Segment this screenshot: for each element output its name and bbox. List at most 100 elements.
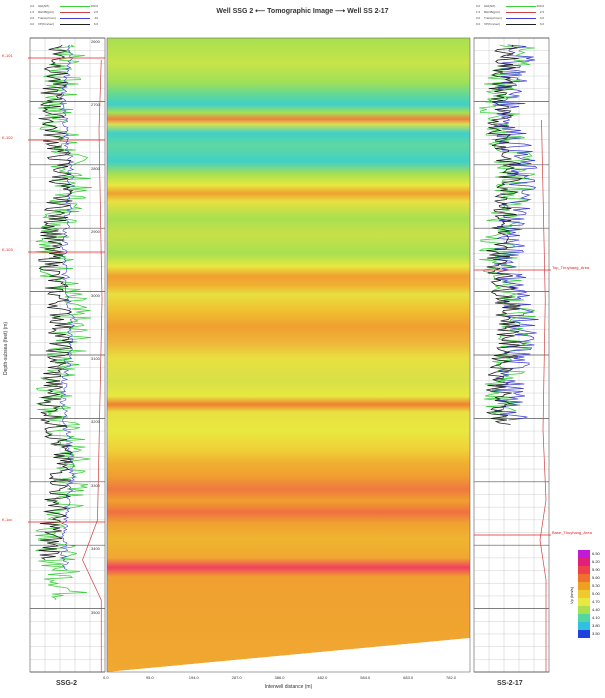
x-tick: 482.0 [317, 675, 328, 680]
legend-name: RHOB(g/cc) [484, 10, 501, 14]
left-log-curves [35, 44, 103, 672]
legend-max: 40 [94, 16, 98, 20]
right-log-curves [478, 44, 547, 672]
legend-entry: 0.0 GR(API) 200.0 [30, 4, 98, 9]
x-tick: 287.0 [231, 675, 242, 680]
tomographic-image [107, 38, 470, 672]
colorbar-swatch [578, 622, 590, 631]
depth-tick: 3000 [91, 292, 100, 298]
legend-min: 0.0 [476, 16, 481, 20]
legend-name: GR(API) [484, 4, 496, 8]
x-tick: 584.0 [360, 675, 371, 680]
colorbar-value: 3.80 [592, 623, 600, 628]
x-tick: 0.0 [103, 675, 109, 680]
colorbar-value: 4.10 [592, 615, 600, 620]
legend-max: 6.0 [93, 22, 98, 26]
colorbar-value: 5.90 [592, 567, 600, 572]
colorbar-value: 5.30 [592, 583, 600, 588]
colorbar-swatch [578, 582, 590, 591]
legend-max: 4.0 [539, 16, 544, 20]
legend-entry: 0.0 GR(API) 200.0 [476, 4, 544, 9]
legend-swatch [506, 18, 536, 19]
right-marker-label: Base_Thuyhang_Area [552, 530, 592, 535]
left-marker-label: K-101 [2, 53, 13, 58]
x-tick: 386.0 [274, 675, 285, 680]
colorbar-value: 4.70 [592, 599, 600, 604]
x-tick: 194.0 [188, 675, 199, 680]
legend-swatch [506, 6, 536, 7]
legend-max: 6.0 [539, 22, 544, 26]
legend-swatch [60, 6, 90, 7]
left-marker-label: K-102 [2, 135, 13, 140]
blank-corner [107, 638, 470, 672]
colorbar-value: 3.50 [592, 631, 600, 636]
legend-max: 2.5 [93, 10, 98, 14]
left-well-name: SSG-2 [56, 680, 78, 687]
colorbar-swatch [578, 558, 590, 567]
legend-entry: 1.5 RHOB(g/cc) 2.5 [476, 10, 544, 15]
colorbar-title: Vp (km/s) [569, 586, 574, 604]
legend-min: 0.0 [476, 22, 481, 26]
figure-title: Well SSG 2 ⟵ Tomographic Image ⟶ Well SS… [216, 8, 389, 15]
legend-min: 0.0 [30, 16, 35, 20]
depth-tick: 2800 [91, 165, 100, 171]
depth-tick: 3500 [91, 609, 100, 615]
colorbar-value: 4.40 [592, 607, 600, 612]
legend-swatch [60, 18, 90, 19]
legend-swatch [506, 12, 536, 13]
legend-max: 200.0 [536, 4, 544, 8]
right-track-grid [474, 37, 549, 673]
legend-entry: 1.5 RHOB(g/cc) 2.5 [30, 10, 98, 15]
legend-entry: 0.0 Trans(ohmm) 40 [30, 16, 98, 21]
depth-tick: 2600 [91, 39, 100, 44]
x-axis-label: Interwell distance (m) [264, 684, 313, 690]
colorbar-swatch [578, 614, 590, 623]
colorbar-swatch [578, 598, 590, 607]
legend-min: 1.5 [30, 10, 35, 14]
x-tick: 95.0 [145, 675, 154, 680]
marker-lines [28, 57, 551, 536]
depth-tick: 3200 [91, 419, 100, 425]
colorbar-value: 5.00 [592, 591, 600, 596]
colorbar-swatch [578, 566, 590, 575]
depth-tick: 3400 [91, 546, 100, 552]
colorbar-value: 6.50 [592, 551, 600, 556]
legend-name: Trans(ohmm) [484, 16, 502, 20]
right-marker-label: Top_Thuyhang_Area [552, 265, 590, 270]
depth-tick: 3300 [91, 482, 100, 488]
right-well-name: SS-2-17 [497, 680, 523, 687]
right-well-legend: 0.0 GR(API) 200.0 1.5 RHOB(g/cc) 2.5 0.0 Trans(… [476, 4, 546, 32]
legend-entry: 0.0 VP(Km/sec) 6.0 [30, 22, 98, 27]
legend-entry: 0.0 VP(Km/sec) 6.0 [476, 22, 544, 27]
colorbar-swatch [578, 606, 590, 615]
colorbar [578, 550, 590, 639]
legend-min: 1.5 [476, 10, 481, 14]
colorbar-swatch [578, 550, 590, 559]
x-tick: 683.0 [403, 675, 414, 680]
legend-name: VP(Km/sec) [484, 22, 501, 26]
colorbar-swatch [578, 574, 590, 583]
x-tick: 782.0 [446, 675, 457, 680]
legend-name: VP(Km/sec) [38, 22, 55, 26]
colorbar-value: 5.60 [592, 575, 600, 580]
depth-tick: 3100 [91, 356, 100, 361]
colorbar-swatch [578, 590, 590, 599]
colorbar-swatch [578, 630, 590, 639]
legend-name: Trans(ohmm) [38, 16, 56, 20]
depth-tick: 2700 [91, 102, 100, 108]
legend-name: GR(API) [38, 4, 50, 8]
legend-min: 0.0 [30, 4, 35, 8]
colorbar-value: 6.20 [592, 559, 600, 564]
legend-max: 2.5 [539, 10, 544, 14]
legend-swatch [60, 12, 90, 13]
legend-entry: 0.0 Trans(ohmm) 4.0 [476, 16, 544, 21]
depth-tick: 2900 [91, 229, 100, 235]
legend-swatch [60, 24, 90, 25]
legend-min: 0.0 [30, 22, 35, 26]
left-track-grid [30, 37, 105, 673]
left-marker-label: K-103 [2, 247, 13, 252]
left-marker-label: K-1cc [2, 517, 13, 522]
left-well-legend: 0.0 GR(API) 200.0 1.5 RHOB(g/cc) 2.5 0.0 Trans(… [30, 4, 100, 32]
legend-name: RHOB(g/cc) [38, 10, 55, 14]
